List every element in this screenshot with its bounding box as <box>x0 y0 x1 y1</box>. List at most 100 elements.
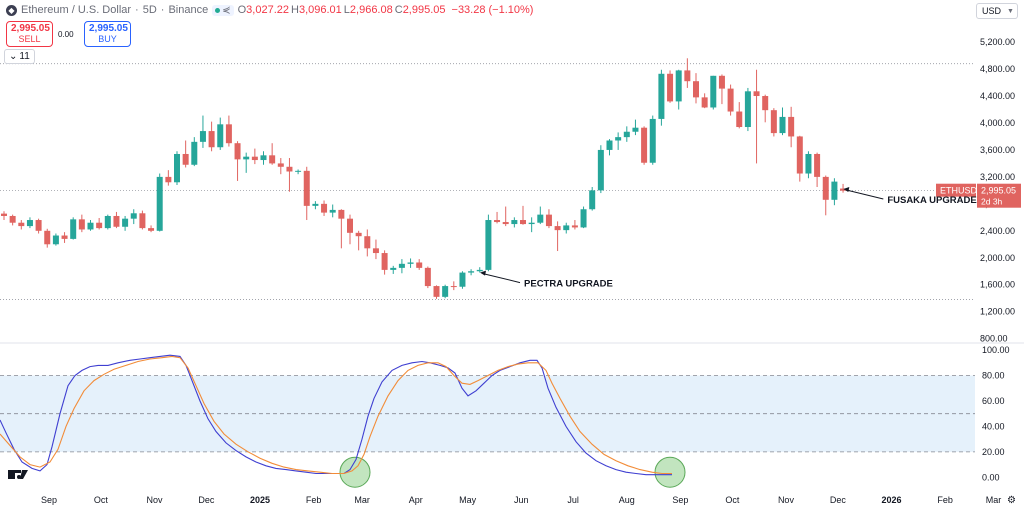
candle-body <box>122 218 129 227</box>
candle-body <box>251 156 258 161</box>
candle-body <box>217 124 224 148</box>
ohlc-label-o: O <box>237 4 247 16</box>
time-axis-tick: Oct <box>725 495 740 505</box>
candle-body <box>701 97 708 108</box>
sell-button[interactable]: 2,995.05 SELL <box>6 21 53 47</box>
candle-body <box>693 81 699 98</box>
indicators-toggle[interactable]: ⌄ 11 <box>4 49 35 64</box>
symbol-tag-label: ETHUSD <box>940 186 978 196</box>
candle-body <box>736 111 743 128</box>
candle-body <box>303 170 310 206</box>
candle-body <box>44 230 51 245</box>
exchange-label: Binance <box>168 4 209 16</box>
indicator-status-icon[interactable]: ⋞ <box>212 4 234 16</box>
candle-body <box>260 155 267 161</box>
candle-body <box>684 70 691 82</box>
candle-body <box>796 136 803 174</box>
candle-body <box>822 176 829 200</box>
candle-body <box>87 222 94 230</box>
candle-body <box>286 166 293 172</box>
annotation-arrowhead <box>480 270 487 276</box>
candle-body <box>295 170 302 172</box>
price-axis-tick: 1,600.00 <box>980 280 1015 290</box>
annotation-label: FUSAKA UPGRADE <box>887 195 976 206</box>
highlight-circle <box>339 456 371 488</box>
price-axis-tick: 800.00 <box>980 334 1008 344</box>
symbol-header[interactable]: ◆ Ethereum / U.S. Dollar · 5D · Binance … <box>6 4 535 16</box>
buy-price: 2,995.05 <box>89 23 128 34</box>
candle-body <box>710 75 717 108</box>
candle-body <box>312 203 319 206</box>
candle-body <box>338 209 345 219</box>
candle-body <box>364 236 371 249</box>
candle-body <box>485 220 492 270</box>
candle-body <box>199 131 206 142</box>
interval-label: 5D <box>142 4 157 16</box>
ohlc-value-h: 3,096.01 <box>298 4 342 16</box>
logo-slant <box>20 470 28 479</box>
candle-body <box>9 215 16 223</box>
annotation-arrowhead <box>843 187 850 193</box>
chevron-down-icon: ▼ <box>1007 7 1014 15</box>
ohlc-label-c: C <box>394 4 403 16</box>
candle-body <box>182 153 189 165</box>
candle-body <box>174 153 180 183</box>
candle-body <box>468 271 475 273</box>
pair-title: Ethereum / U.S. Dollar <box>21 4 132 16</box>
candle-body <box>641 127 648 163</box>
currency-label: USD <box>982 6 1002 16</box>
candle-body <box>571 225 578 228</box>
candle-body <box>1 213 7 216</box>
ohlc-value-c: 2,995.05 <box>402 4 446 16</box>
candle-body <box>347 218 353 233</box>
currency-selector[interactable]: USD ▼ <box>976 3 1018 19</box>
time-axis-tick: Aug <box>619 495 635 505</box>
ohlc-label-l: L <box>343 4 350 16</box>
candle-body <box>632 127 639 132</box>
ohlc-label-h: H <box>291 4 299 16</box>
time-axis-tick: Sep <box>672 495 688 505</box>
candle-body <box>667 73 674 102</box>
tradingview-logo-icon <box>8 470 28 479</box>
annotation-arrow-line <box>482 273 521 284</box>
oscillator-axis-tick: 0.00 <box>982 472 1000 482</box>
candle-body <box>623 131 630 138</box>
time-axis-tick: Mar <box>986 495 1002 505</box>
annotation-label: PECTRA UPGRADE <box>524 279 613 290</box>
candle-body <box>225 124 232 144</box>
ethereum-logo-icon: ◆ <box>6 4 17 16</box>
candle-body <box>779 116 786 134</box>
candle-body <box>762 96 769 111</box>
sell-price: 2,995.05 <box>11 23 50 34</box>
price-axis-tick: 4,400.00 <box>980 91 1015 101</box>
sell-label: SELL <box>18 34 41 44</box>
candle-body <box>718 75 725 89</box>
price-axis-tick: 5,200.00 <box>980 37 1015 47</box>
current-price-tag <box>977 183 1021 208</box>
candle-body <box>26 220 33 227</box>
price-axis-tick: 4,800.00 <box>980 64 1015 74</box>
candle-body <box>727 88 734 112</box>
candle-body <box>269 155 276 164</box>
logo-dot <box>17 475 21 479</box>
candle-body <box>545 214 552 227</box>
candle-body <box>104 215 111 229</box>
time-axis-tick: Mar <box>354 495 370 505</box>
candle-body <box>840 188 847 191</box>
candle-body <box>744 91 751 128</box>
price-axis-tick: 2,000.00 <box>980 253 1015 263</box>
buy-button[interactable]: 2,995.05 BUY <box>84 21 131 47</box>
candle-body <box>831 181 838 200</box>
price-axis-tick: 2,400.00 <box>980 226 1015 236</box>
candle-body <box>424 267 431 287</box>
time-axis-tick: May <box>459 495 477 505</box>
symbol-price-tag <box>936 183 976 197</box>
candle-body <box>563 225 570 231</box>
candle-body <box>442 286 449 297</box>
candle-body <box>511 220 518 225</box>
settings-gear-icon[interactable]: ⚙ <box>1007 495 1016 506</box>
candle-body <box>407 262 414 264</box>
candle-body <box>814 153 821 177</box>
candle-body <box>753 91 760 97</box>
